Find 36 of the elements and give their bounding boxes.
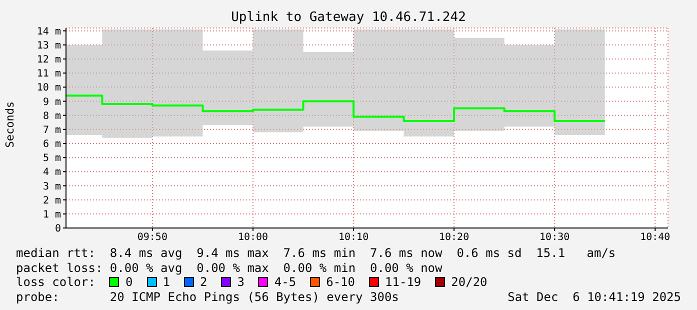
- text: loss color:: [16, 275, 96, 290]
- text: Sat Dec 6 10:41:19 2025: [508, 290, 681, 304]
- text: probe: 20 ICMP Echo Pings (56 Bytes) every 300s: [16, 290, 399, 304]
- x-tick-label: 10:40: [640, 232, 670, 244]
- y-tick-label: 1 m: [42, 209, 61, 220]
- text: median rtt: 8.4 ms avg 9.4 ms max 7.6 ms min 7.6 ms now 0.6 ms sd 15.1 am/s: [16, 246, 617, 260]
- text: 11-19: [385, 275, 422, 290]
- text: 0: [125, 275, 133, 290]
- x-tick-label: 10:10: [338, 232, 369, 244]
- y-tick-label: 13 m: [36, 40, 61, 52]
- y-tick-label: 2 m: [42, 195, 61, 206]
- y-tick-label: 5 m: [42, 153, 61, 164]
- x-tick-label: 09:50: [137, 232, 168, 244]
- text: 20/20: [451, 275, 488, 290]
- text: 2: [200, 275, 208, 290]
- y-tick-label: 8 m: [42, 110, 61, 122]
- text: 1: [162, 275, 170, 290]
- x-tick-label: 10:20: [438, 232, 470, 244]
- x-tick-label: 10:00: [238, 232, 268, 244]
- y-tick-label: 7 m: [42, 124, 61, 136]
- text: 6-10: [326, 275, 356, 290]
- text: 3: [237, 275, 244, 290]
- x-tick-label: 10:30: [540, 232, 570, 244]
- y-tick-label: 9 m: [42, 96, 61, 108]
- y-axis-title: Seconds: [4, 100, 16, 150]
- y-tick-label: 0: [54, 224, 61, 235]
- y-tick-label: 3 m: [42, 181, 61, 192]
- y-tick-label: 14 m: [36, 26, 61, 38]
- y-tick-label: 10 m: [36, 82, 61, 94]
- chart-title: Uplink to Gateway 10.46.71.242: [230, 10, 467, 25]
- y-tick-label: 4 m: [42, 167, 61, 178]
- text: packet loss: 0.00 % avg 0.00 % max 0.00 % min 0.00 % now: [16, 260, 444, 275]
- text: 4-5: [274, 275, 296, 290]
- y-tick-label: 12 m: [36, 54, 61, 66]
- y-tick-label: 11 m: [36, 68, 61, 80]
- y-tick-label: 6 m: [42, 139, 61, 150]
